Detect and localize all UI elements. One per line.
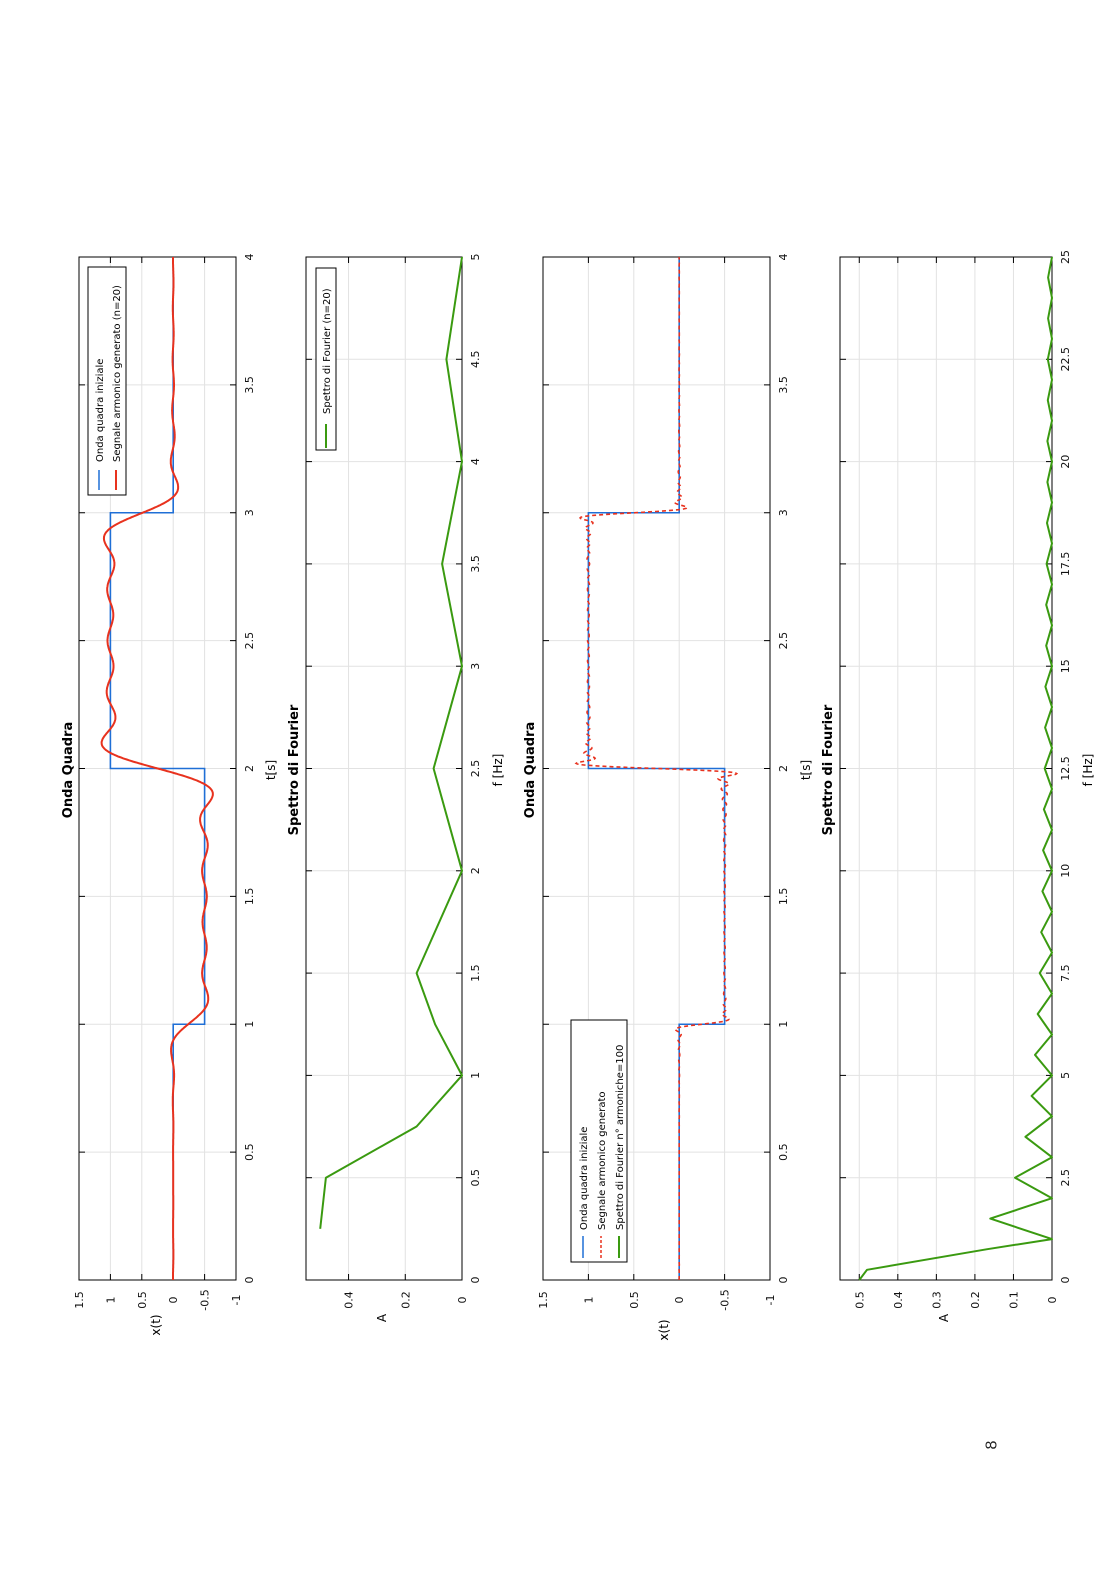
axes-box — [305, 256, 463, 1281]
x-tick-label: 3.5 — [243, 376, 256, 394]
y-tick-label: 0.2 — [399, 1291, 412, 1309]
x-tick-label: 10 — [1059, 864, 1072, 878]
plot-4: 0 2.5 5 7.5 10 12.5 15 17.5 20 22.5 25 0 0.1 0.2 0.3 0.… — [839, 250, 1072, 1309]
harmonic-signal-line — [574, 257, 739, 1280]
plot1-xlabel: t[s] — [264, 760, 278, 780]
x-tick-label: 1 — [777, 1021, 790, 1028]
y-tick-label: 1.5 — [537, 1291, 550, 1309]
x-tick-label: 3 — [469, 663, 482, 670]
plot3-legend: Onda quadra iniziale Segnale armonico ge… — [570, 1019, 628, 1263]
plot2-ylabel: A — [375, 1313, 389, 1322]
x-tick-label: 1.5 — [469, 964, 482, 982]
x-tick-label: 2.5 — [243, 632, 256, 650]
x-tick-label: 0.5 — [469, 1169, 482, 1187]
y-tick-label: 0 — [456, 1297, 469, 1304]
y-tick-label: 1.5 — [73, 1291, 86, 1309]
x-tick-label: 0 — [777, 1277, 790, 1284]
plot3-xlabel: t[s] — [799, 760, 813, 780]
x-tick-label: 1 — [243, 1021, 256, 1028]
y-tick-label: 0.2 — [969, 1291, 982, 1309]
x-tick-label: 22.5 — [1059, 347, 1072, 372]
x-tick-label: 4 — [469, 458, 482, 465]
x-tick-label: 0 — [1059, 1277, 1072, 1284]
plot-2: 0 0.5 1 1.5 2 2.5 3 3.5 4 4.5 5 0 0.2 0.4 — [305, 254, 482, 1309]
plot2-xlabel: f [Hz] — [491, 754, 505, 787]
y-tick-label: 0.1 — [1007, 1291, 1020, 1309]
x-tick-label: 0.5 — [777, 1143, 790, 1161]
legend-label: Spettro di Fourier n° armoniche=100 — [615, 1045, 626, 1230]
legend-label: Segnale armonico generato (n=20) — [112, 285, 123, 462]
y-tick-label: 0.5 — [853, 1291, 866, 1309]
x-tick-label: 0 — [469, 1277, 482, 1284]
spectrum-line — [319, 256, 463, 1229]
x-tick-label: 2 — [777, 765, 790, 772]
x-tick-label: 25 — [1059, 250, 1072, 264]
y-tick-label: -0.5 — [199, 1289, 212, 1310]
plot1-title: Onda Quadra — [61, 722, 76, 818]
plot1-ylabel: x(t) — [149, 1314, 163, 1335]
x-tick-label: 0.5 — [243, 1143, 256, 1161]
y-tick-label: 0.3 — [930, 1291, 943, 1309]
x-tick-label: 2.5 — [777, 632, 790, 650]
plot1-legend: Onda quadra iniziale Segnale armonico ge… — [87, 266, 127, 496]
x-tick-label: 3.5 — [777, 376, 790, 394]
plot3-ylabel: x(t) — [657, 1319, 671, 1340]
legend-label: Segnale armonico generato — [597, 1091, 608, 1230]
plot4-xlabel: f [Hz] — [1081, 754, 1095, 787]
y-tick-label: 1 — [104, 1297, 117, 1304]
plot3-title: Onda Quadra — [523, 722, 538, 818]
square-wave-line — [587, 257, 726, 1280]
x-tick-label: 2.5 — [469, 760, 482, 778]
y-tick-label: -0.5 — [719, 1289, 732, 1310]
x-tick-label: 5 — [469, 254, 482, 261]
x-tick-label: 4 — [777, 254, 790, 261]
plot-1: 0 0.5 1 1.5 2 2.5 3 3.5 4 -1 -0.5 0 0.5 1 1.5 — [73, 254, 256, 1311]
x-tick-label: 2.5 — [1059, 1169, 1072, 1187]
axes-box — [542, 256, 771, 1281]
x-tick-label: 7.5 — [1059, 964, 1072, 982]
axes-box — [839, 256, 1053, 1281]
axes-box — [78, 256, 237, 1281]
x-tick-label: 17.5 — [1059, 552, 1072, 577]
plot2-legend: Spettro di Fourier (n=20) — [315, 267, 337, 451]
y-tick-label: 0 — [1046, 1297, 1059, 1304]
y-tick-label: -1 — [764, 1295, 777, 1306]
plot4-ylabel: A — [937, 1313, 951, 1322]
x-tick-label: 12.5 — [1059, 756, 1072, 781]
x-tick-label: 1 — [469, 1072, 482, 1079]
y-tick-label: 1 — [582, 1297, 595, 1304]
plot2-title: Spettro di Fourier — [287, 704, 302, 835]
x-tick-label: 3 — [243, 509, 256, 516]
y-tick-label: 0.5 — [136, 1291, 149, 1309]
plot4-title: Spettro di Fourier — [821, 704, 836, 835]
x-tick-label: 1.5 — [777, 888, 790, 906]
page-number: 8 — [983, 1440, 1001, 1450]
x-tick-label: 20 — [1059, 455, 1072, 469]
x-tick-label: 2 — [243, 765, 256, 772]
x-tick-label: 4 — [243, 254, 256, 261]
y-tick-label: 0 — [673, 1297, 686, 1304]
plot-3: 0 0.5 1 1.5 2 2.5 3 3.5 4 -1 -0.5 0 0.5 1 1.5 — [537, 254, 790, 1311]
x-tick-label: 4.5 — [469, 351, 482, 369]
y-tick-label: 0.4 — [892, 1291, 905, 1309]
x-tick-label: 0 — [243, 1277, 256, 1284]
x-tick-label: 3 — [777, 509, 790, 516]
legend-label: Spettro di Fourier (n=20) — [322, 288, 333, 414]
y-tick-label: -1 — [230, 1295, 243, 1306]
y-tick-label: 0 — [167, 1297, 180, 1304]
legend-label: Onda quadra iniziale — [95, 359, 106, 462]
x-tick-label: 3.5 — [469, 555, 482, 573]
harmonic-signal-line — [100, 257, 214, 1280]
x-tick-label: 15 — [1059, 659, 1072, 673]
x-tick-label: 5 — [1059, 1072, 1072, 1079]
y-tick-label: 0.5 — [628, 1291, 641, 1309]
x-tick-label: 1.5 — [243, 888, 256, 906]
spectrum-line — [858, 256, 1053, 1281]
x-tick-label: 2 — [469, 867, 482, 874]
y-tick-label: 0.4 — [343, 1291, 356, 1309]
legend-label: Onda quadra iniziale — [579, 1127, 590, 1230]
